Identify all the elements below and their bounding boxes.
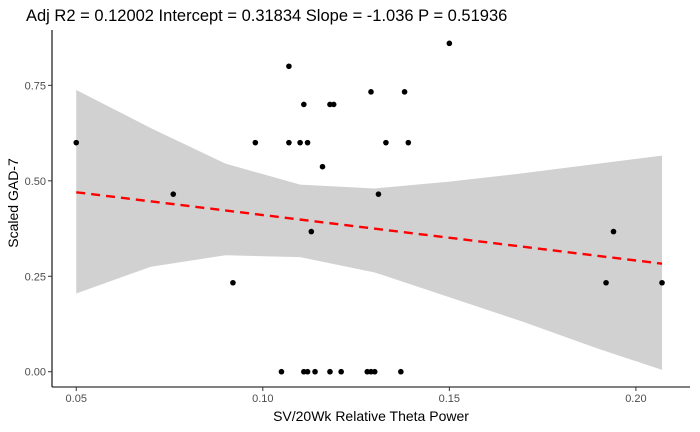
x-tick-label: 0.10 — [252, 393, 273, 405]
data-point — [375, 191, 382, 197]
fit-line-layer — [76, 191, 663, 265]
data-point — [308, 228, 315, 235]
data-point — [73, 139, 80, 146]
data-point — [659, 279, 665, 286]
data-point — [371, 368, 378, 375]
data-point — [327, 368, 333, 375]
y-tick-label: 0.00 — [25, 367, 46, 379]
y-tick-label: 0.25 — [25, 271, 46, 283]
data-point — [170, 191, 177, 197]
data-point — [610, 228, 617, 235]
data-point — [405, 139, 412, 146]
data-point — [297, 139, 303, 146]
data-point — [230, 279, 236, 286]
data-point — [252, 139, 259, 146]
data-point — [304, 368, 311, 375]
data-point — [603, 279, 609, 286]
x-tick-label: 0.15 — [439, 393, 460, 405]
confidence-band-layer — [76, 89, 663, 370]
x-tick-label: 0.05 — [66, 393, 87, 405]
y-tick-label: 0.50 — [25, 176, 46, 188]
ticks-layer: 0.05 0.10 0.15 0.20 0.00 0.25 0.50 0.75 — [25, 80, 647, 405]
data-point — [286, 139, 292, 146]
data-point — [286, 63, 292, 70]
data-point — [330, 101, 337, 108]
data-point — [368, 89, 374, 95]
confidence-band — [76, 89, 663, 370]
chart-title: Adj R2 = 0.12002 Intercept = 0.31834 Slo… — [26, 7, 507, 25]
data-point — [312, 368, 318, 375]
x-tick-label: 0.20 — [625, 393, 646, 405]
y-tick-label: 0.75 — [25, 80, 46, 92]
points-layer — [73, 40, 665, 375]
regression-line — [76, 191, 663, 265]
data-point — [383, 139, 389, 146]
data-point — [319, 163, 326, 170]
data-point — [398, 368, 404, 375]
data-point — [446, 40, 453, 47]
data-point — [338, 368, 344, 375]
axes-layer — [51, 30, 690, 388]
data-point — [278, 368, 285, 375]
y-axis-title: Scaled GAD-7 — [5, 158, 21, 248]
data-point — [304, 139, 311, 146]
x-axis-title: SV/20Wk Relative Theta Power — [273, 408, 469, 424]
data-point — [301, 101, 307, 108]
data-point — [401, 89, 408, 95]
